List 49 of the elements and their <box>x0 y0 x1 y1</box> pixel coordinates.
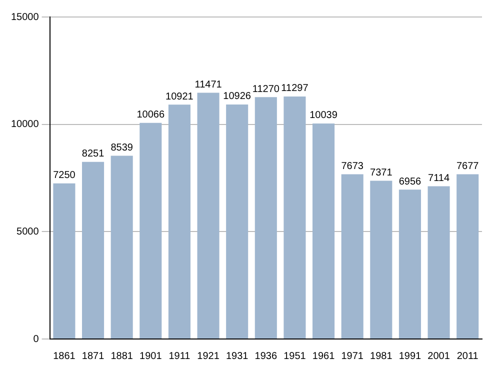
bar <box>53 183 76 338</box>
bar <box>110 156 133 338</box>
bar <box>197 92 220 338</box>
x-tick-label: 1911 <box>168 350 191 362</box>
x-tick-label: 1951 <box>284 350 306 362</box>
x-tick-label: 1901 <box>140 350 162 362</box>
bar <box>254 97 277 338</box>
x-tick-label: 1871 <box>82 350 105 362</box>
bar <box>370 180 392 338</box>
bar <box>284 96 306 338</box>
bar <box>456 174 479 338</box>
data-label: 7677 <box>456 160 480 172</box>
data-label: 7250 <box>53 170 76 182</box>
x-tick-label: 2011 <box>456 350 479 362</box>
bar <box>428 186 450 338</box>
data-label: 7673 <box>341 161 364 172</box>
x-tick-label: 1961 <box>312 350 336 362</box>
x-tick-label: 1981 <box>370 350 393 362</box>
x-tick-label: 1971 <box>341 350 364 362</box>
data-label: 10921 <box>166 91 194 102</box>
x-tick-label: 1921 <box>197 350 220 362</box>
data-label: 10039 <box>310 110 338 122</box>
x-tick-label: 1936 <box>254 350 278 362</box>
y-tick-label: 10000 <box>10 119 40 130</box>
x-tick-label: 1881 <box>110 350 134 362</box>
x-tick-label: 1861 <box>53 350 76 362</box>
data-label: 10926 <box>223 91 252 102</box>
bar <box>226 104 248 338</box>
data-label: 8251 <box>82 148 105 160</box>
x-tick-label: 1991 <box>398 350 422 362</box>
bar <box>398 190 421 338</box>
bar <box>312 123 335 338</box>
bar <box>140 122 162 338</box>
x-tick-label: 2001 <box>428 350 450 362</box>
data-label: 7114 <box>428 173 450 184</box>
data-label: 8539 <box>110 142 134 154</box>
data-label: 11471 <box>194 80 222 91</box>
bar <box>341 174 364 338</box>
data-label: 7371 <box>370 168 393 179</box>
y-tick-label: 5000 <box>16 226 40 238</box>
y-tick-label: 15000 <box>10 12 40 23</box>
bar <box>82 162 104 338</box>
y-tick-label: 0 <box>33 334 40 345</box>
data-label: 11270 <box>252 84 280 95</box>
bar <box>168 104 190 338</box>
data-label: 6956 <box>398 176 422 188</box>
data-label: 10066 <box>136 110 165 121</box>
data-label: 11297 <box>281 83 309 94</box>
x-tick-label: 1931 <box>226 350 249 362</box>
